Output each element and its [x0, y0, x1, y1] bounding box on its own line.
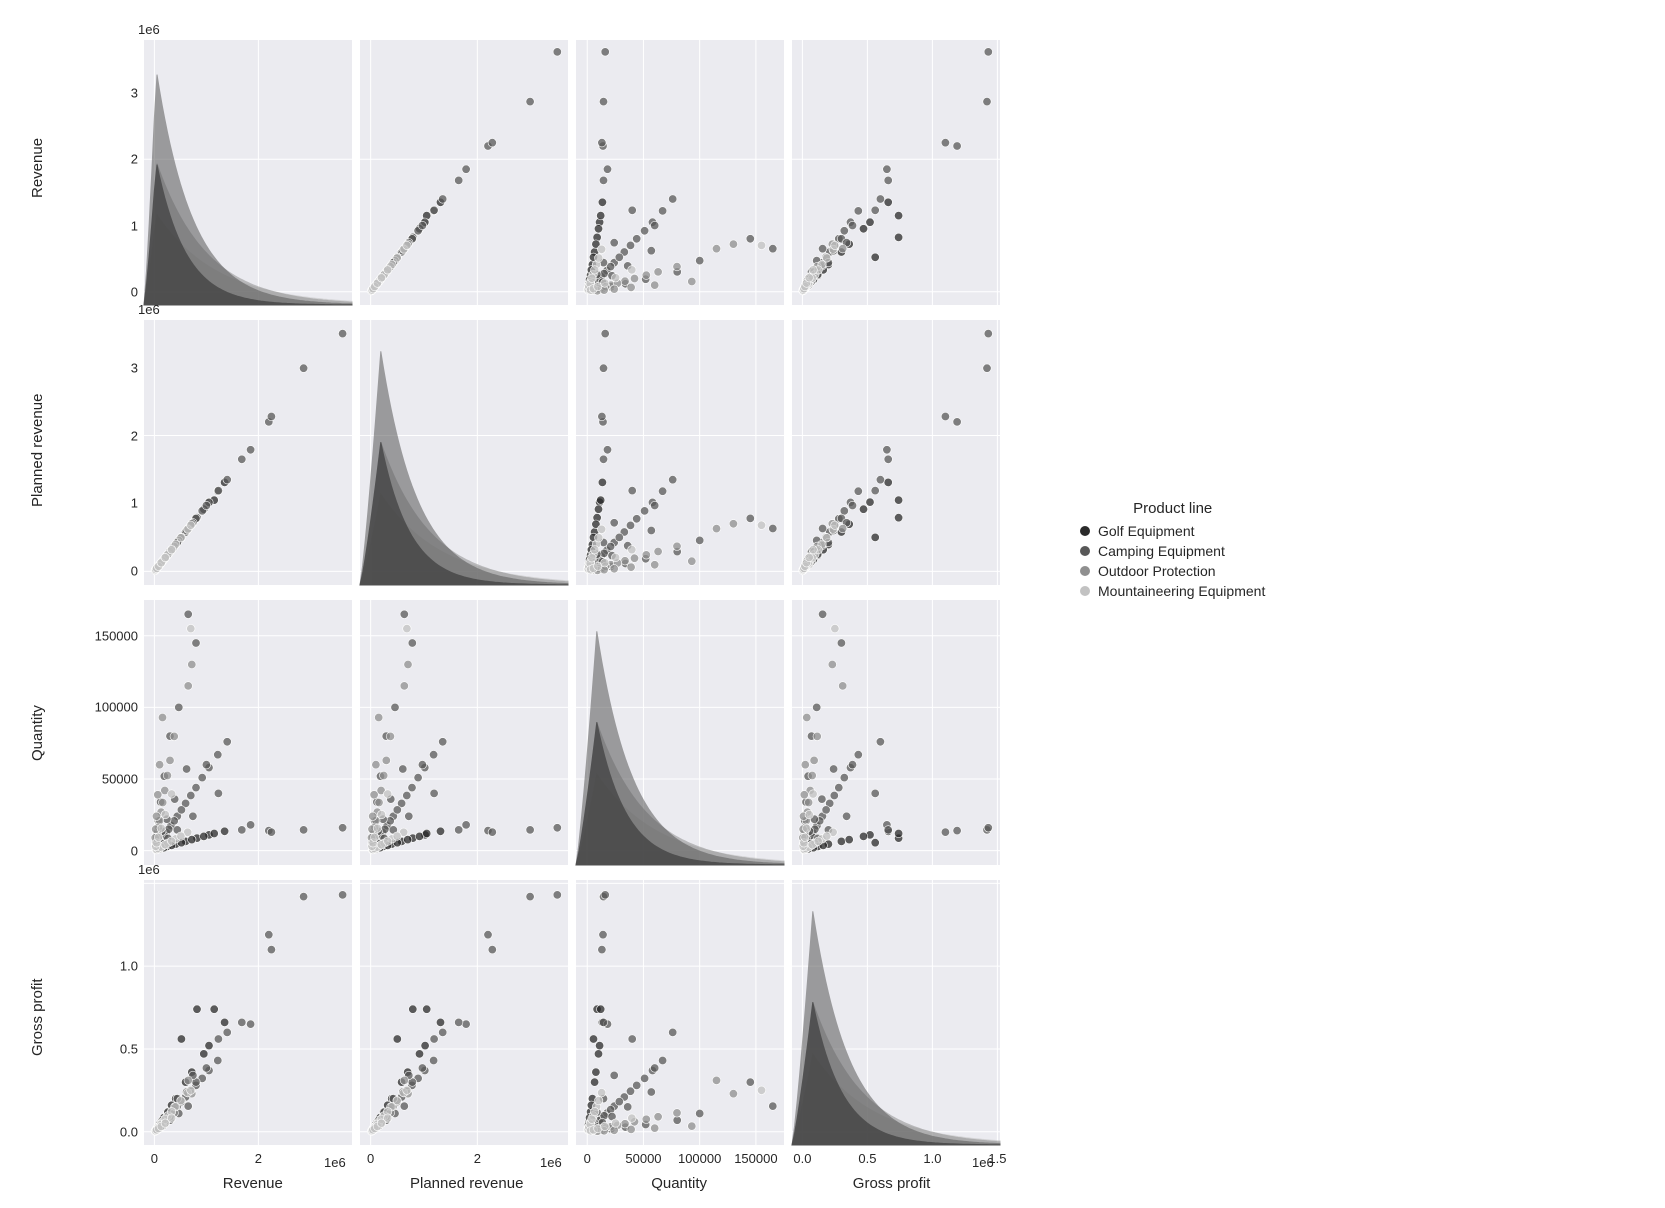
- ytick: 0: [78, 843, 138, 858]
- xtick: 1.0: [923, 1151, 941, 1166]
- legend-swatch-icon: [1080, 586, 1090, 596]
- scatter-panel-Quantity-vs-Planned-revenue: [360, 600, 568, 865]
- ytick: 100000: [78, 700, 138, 715]
- legend-label: Golf Equipment: [1098, 523, 1195, 539]
- scatter-panel-Revenue-vs-Quantity: [576, 40, 784, 305]
- ylabel-Quantity: Quantity: [29, 705, 46, 761]
- ylabel-Gross-profit: Gross profit: [29, 978, 46, 1056]
- legend-swatch-icon: [1080, 526, 1090, 536]
- xlabel-Planned-revenue: Planned revenue: [410, 1175, 523, 1192]
- ytick: 0: [78, 564, 138, 579]
- kde-panel-Quantity-vs-Quantity: [576, 600, 784, 865]
- xtick: 0: [151, 1151, 158, 1166]
- ytick: 50000: [78, 772, 138, 787]
- ytick: 1.0: [78, 959, 138, 974]
- xtick: 0.5: [858, 1151, 876, 1166]
- ytick: 0.5: [78, 1041, 138, 1056]
- ytick: 2: [78, 428, 138, 443]
- xtick: 0: [367, 1151, 374, 1166]
- xtick: 100000: [678, 1151, 721, 1166]
- kde-panel-Gross-profit-vs-Gross-profit: [792, 880, 1000, 1145]
- scatter-panel-Gross-profit-vs-Planned-revenue: [360, 880, 568, 1145]
- ytick: 0.0: [78, 1124, 138, 1139]
- y-offset-text: 1e6: [138, 302, 160, 317]
- scatter-panel-Gross-profit-vs-Revenue: [144, 880, 352, 1145]
- ytick: 150000: [78, 628, 138, 643]
- scatter-panel-Quantity-vs-Gross-profit: [792, 600, 1000, 865]
- xtick: 150000: [734, 1151, 777, 1166]
- scatter-panel-Revenue-vs-Gross-profit: [792, 40, 1000, 305]
- legend-item: Camping Equipment: [1080, 543, 1265, 559]
- ylabel-Revenue: Revenue: [29, 138, 46, 198]
- y-offset-text: 1e6: [138, 862, 160, 877]
- legend-label: Outdoor Protection: [1098, 563, 1216, 579]
- legend-title: Product line: [1080, 500, 1265, 517]
- legend-swatch-icon: [1080, 566, 1090, 576]
- x-offset-text: 1e6: [540, 1155, 562, 1170]
- scatter-panel-Planned-revenue-vs-Quantity: [576, 320, 784, 585]
- legend-swatch-icon: [1080, 546, 1090, 556]
- ytick: 2: [78, 152, 138, 167]
- scatter-panel-Revenue-vs-Planned-revenue: [360, 40, 568, 305]
- legend-item: Outdoor Protection: [1080, 563, 1265, 579]
- xtick: 0.0: [793, 1151, 811, 1166]
- x-offset-text: 1e6: [324, 1155, 346, 1170]
- ytick: 3: [78, 360, 138, 375]
- scatter-panel-Quantity-vs-Revenue: [144, 600, 352, 865]
- scatter-panel-Planned-revenue-vs-Gross-profit: [792, 320, 1000, 585]
- xlabel-Quantity: Quantity: [651, 1175, 707, 1192]
- x-offset-text: 1e6: [972, 1155, 994, 1170]
- y-offset-text: 1e6: [138, 22, 160, 37]
- legend-item: Golf Equipment: [1080, 523, 1265, 539]
- legend: Product line Golf Equipment Camping Equipm…: [1080, 500, 1265, 603]
- xtick: 0: [584, 1151, 591, 1166]
- legend-label: Mountaineering Equipment: [1098, 583, 1265, 599]
- ytick: 3: [78, 86, 138, 101]
- ytick: 1: [78, 218, 138, 233]
- ytick: 1: [78, 496, 138, 511]
- kde-panel-Revenue-vs-Revenue: [144, 40, 352, 305]
- xtick: 2: [255, 1151, 262, 1166]
- ylabel-Planned-revenue: Planned revenue: [29, 393, 46, 506]
- ytick: 0: [78, 284, 138, 299]
- xlabel-Revenue: Revenue: [223, 1175, 283, 1192]
- legend-label: Camping Equipment: [1098, 543, 1225, 559]
- xlabel-Gross-profit: Gross profit: [853, 1175, 931, 1192]
- kde-panel-Planned-revenue-vs-Planned-revenue: [360, 320, 568, 585]
- scatter-panel-Planned-revenue-vs-Revenue: [144, 320, 352, 585]
- scatter-panel-Gross-profit-vs-Quantity: [576, 880, 784, 1145]
- xtick: 2: [474, 1151, 481, 1166]
- xtick: 50000: [625, 1151, 661, 1166]
- legend-item: Mountaineering Equipment: [1080, 583, 1265, 599]
- pairgrid-figure: Revenue 0 1 2 3 1e6 Planned revenue 0 1 2 3 1e6 Quan…: [0, 0, 1665, 1208]
